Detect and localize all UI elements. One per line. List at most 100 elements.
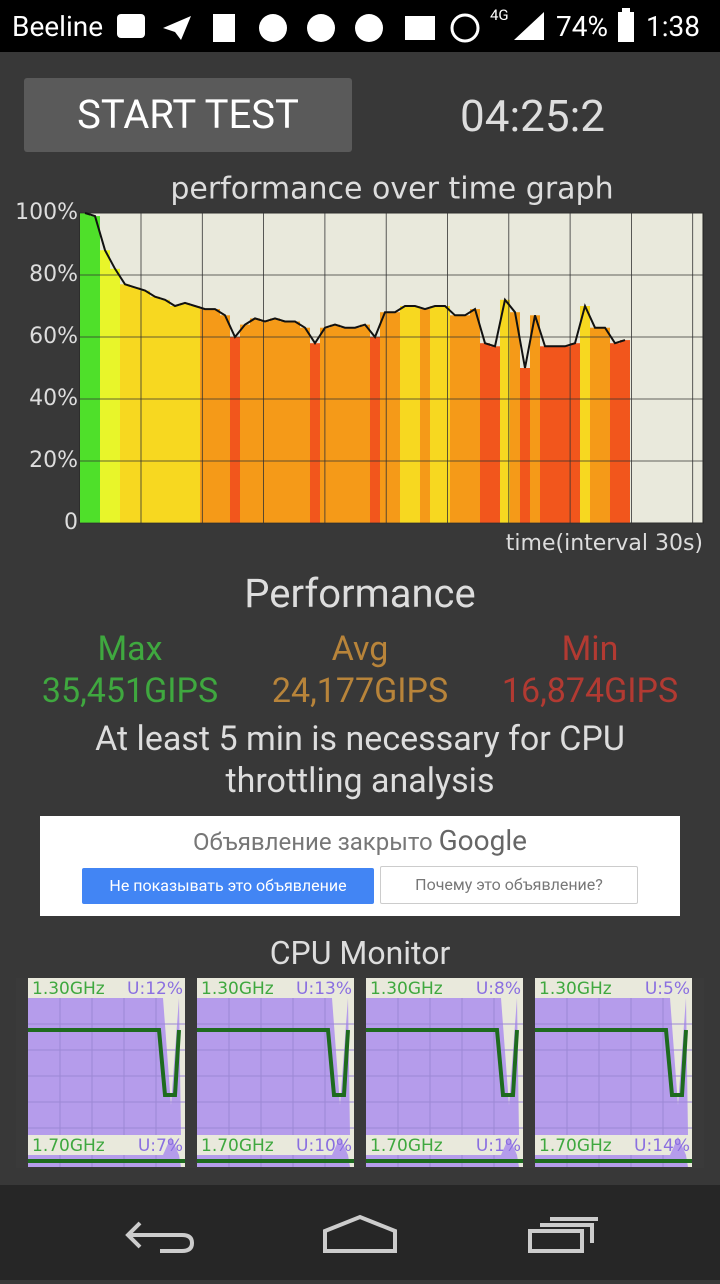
min-value: 16,874GIPS [501, 671, 679, 711]
max-label: Max [97, 629, 163, 669]
performance-bar [90, 216, 100, 523]
carrier: Beeline [12, 10, 104, 43]
performance-bar [210, 309, 220, 523]
performance-bar [590, 327, 600, 523]
performance-bar [450, 315, 460, 523]
battery-icon [618, 8, 634, 42]
core-freq: 1.30GHz [370, 979, 443, 999]
nav-icons [125, 1214, 598, 1253]
performance-bar [240, 324, 250, 523]
core-freq: 1.30GHz [539, 979, 612, 999]
y-tick-label: 0 [64, 510, 78, 535]
performance-bar [250, 318, 260, 523]
graph-title: performance over time graph [170, 172, 613, 207]
core-freq-line [535, 1028, 688, 1097]
performance-bar [300, 327, 310, 523]
core-usage: U:14% [634, 1136, 690, 1156]
cpu-monitor: 1.30GHz U:12% 1.30GHz U:13% 1.30GHz U:8% 1.30G… [16, 978, 704, 1168]
performance-bar [500, 299, 510, 523]
performance-bar [140, 290, 150, 523]
performance-bar [170, 306, 180, 523]
performance-bar [460, 315, 470, 523]
performance-bar [520, 368, 530, 523]
performance-bar [390, 312, 400, 523]
why-ad-button[interactable]: Почему это объявление? [380, 866, 638, 904]
performance-bar [260, 321, 270, 523]
core-usage: U:13% [296, 979, 352, 999]
performance-bar [290, 321, 300, 523]
x-axis-label: time(interval 30s) [506, 531, 703, 556]
y-tick-label: 40% [29, 386, 78, 411]
start-test-button[interactable]: START TEST [24, 78, 352, 152]
performance-bar [540, 346, 550, 523]
performance-bar [80, 213, 90, 523]
core-freq-line [28, 1028, 181, 1097]
core-usage: U:1% [476, 1136, 521, 1156]
y-tick-label: 100% [15, 200, 78, 225]
recents-button[interactable] [528, 1217, 598, 1253]
core-freq-line [366, 1028, 519, 1097]
back-button[interactable] [125, 1221, 195, 1253]
y-tick-label: 60% [29, 324, 78, 349]
clock: 1:38 [646, 10, 700, 43]
y-tick-label: 20% [29, 448, 78, 473]
core-freq: 1.70GHz [201, 1136, 274, 1156]
performance-bar [360, 324, 370, 523]
core-freq-line [197, 1028, 350, 1097]
ad-header: Объявление закрыто Google [40, 824, 680, 857]
core-usage: U:7% [138, 1136, 183, 1156]
avg-value: 24,177GIPS [271, 671, 449, 711]
performance-bar [200, 309, 210, 523]
performance-bar [430, 306, 440, 523]
performance-bar [620, 340, 630, 523]
home-button[interactable] [323, 1214, 397, 1253]
network: 4G [490, 6, 509, 24]
ad-brand: Google [438, 824, 527, 857]
performance-bar [270, 318, 280, 523]
core-usage: U:12% [127, 979, 183, 999]
performance-bar [120, 284, 130, 523]
performance-bar [480, 343, 490, 523]
performance-bar [400, 306, 410, 523]
status-icons [117, 13, 480, 43]
performance-bar [410, 306, 420, 523]
avg-stat: Avg 24,177GIPS [240, 628, 480, 712]
nav-bar [0, 1185, 720, 1280]
core-usage: U:10% [296, 1136, 352, 1156]
performance-bar [610, 343, 620, 523]
performance-bar [160, 299, 170, 523]
signal-icon [514, 12, 544, 40]
core-freq: 1.30GHz [32, 979, 105, 999]
performance-bar [510, 312, 520, 523]
core-freq: 1.70GHz [539, 1136, 612, 1156]
performance-line [84, 212, 626, 369]
performance-bar [150, 296, 160, 523]
performance-graph: performance over time graph time(interva… [15, 172, 704, 556]
core-usage-area [197, 998, 350, 1135]
performance-bar [310, 343, 320, 523]
y-tick-label: 80% [29, 262, 78, 287]
performance-bar [560, 346, 570, 523]
core-usage: U:8% [476, 979, 521, 999]
battery: 74% [556, 10, 608, 43]
performance-bar [180, 302, 190, 523]
status-bar: Beeline 4G 74% 1:38 [0, 0, 720, 52]
core-usage: U:5% [645, 979, 690, 999]
performance-bar [550, 346, 560, 523]
performance-bar [340, 327, 350, 523]
performance-title: Performance [244, 570, 476, 617]
min-stat: Min 16,874GIPS [470, 628, 710, 712]
performance-bar [110, 268, 120, 523]
performance-bar [420, 309, 430, 523]
performance-bar [470, 309, 480, 523]
max-value: 35,451GIPS [41, 671, 219, 711]
performance-bar [490, 346, 500, 523]
core-freq: 1.70GHz [370, 1136, 443, 1156]
performance-bar [330, 324, 340, 523]
ad-closed: Объявление закрыто [193, 828, 433, 856]
core-freq: 1.30GHz [201, 979, 274, 999]
timer: 04:25:2 [460, 90, 605, 142]
performance-bar [600, 327, 610, 523]
hide-ad-button[interactable]: Не показывать это объявление [82, 868, 374, 904]
